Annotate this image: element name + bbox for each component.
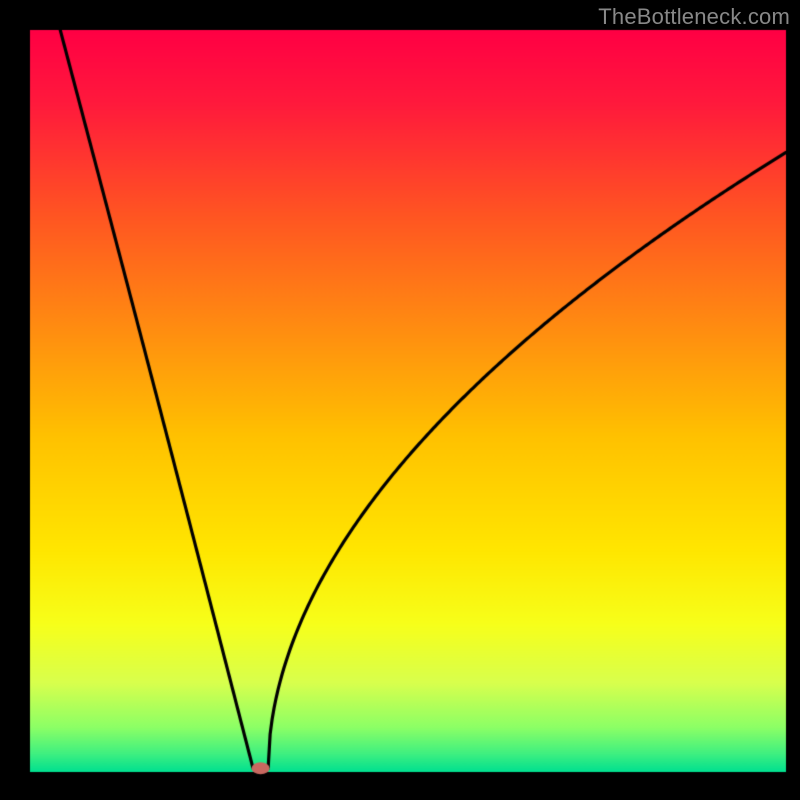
bottleneck-chart-canvas (0, 0, 800, 800)
watermark-text: TheBottleneck.com (598, 4, 790, 30)
chart-container: TheBottleneck.com (0, 0, 800, 800)
